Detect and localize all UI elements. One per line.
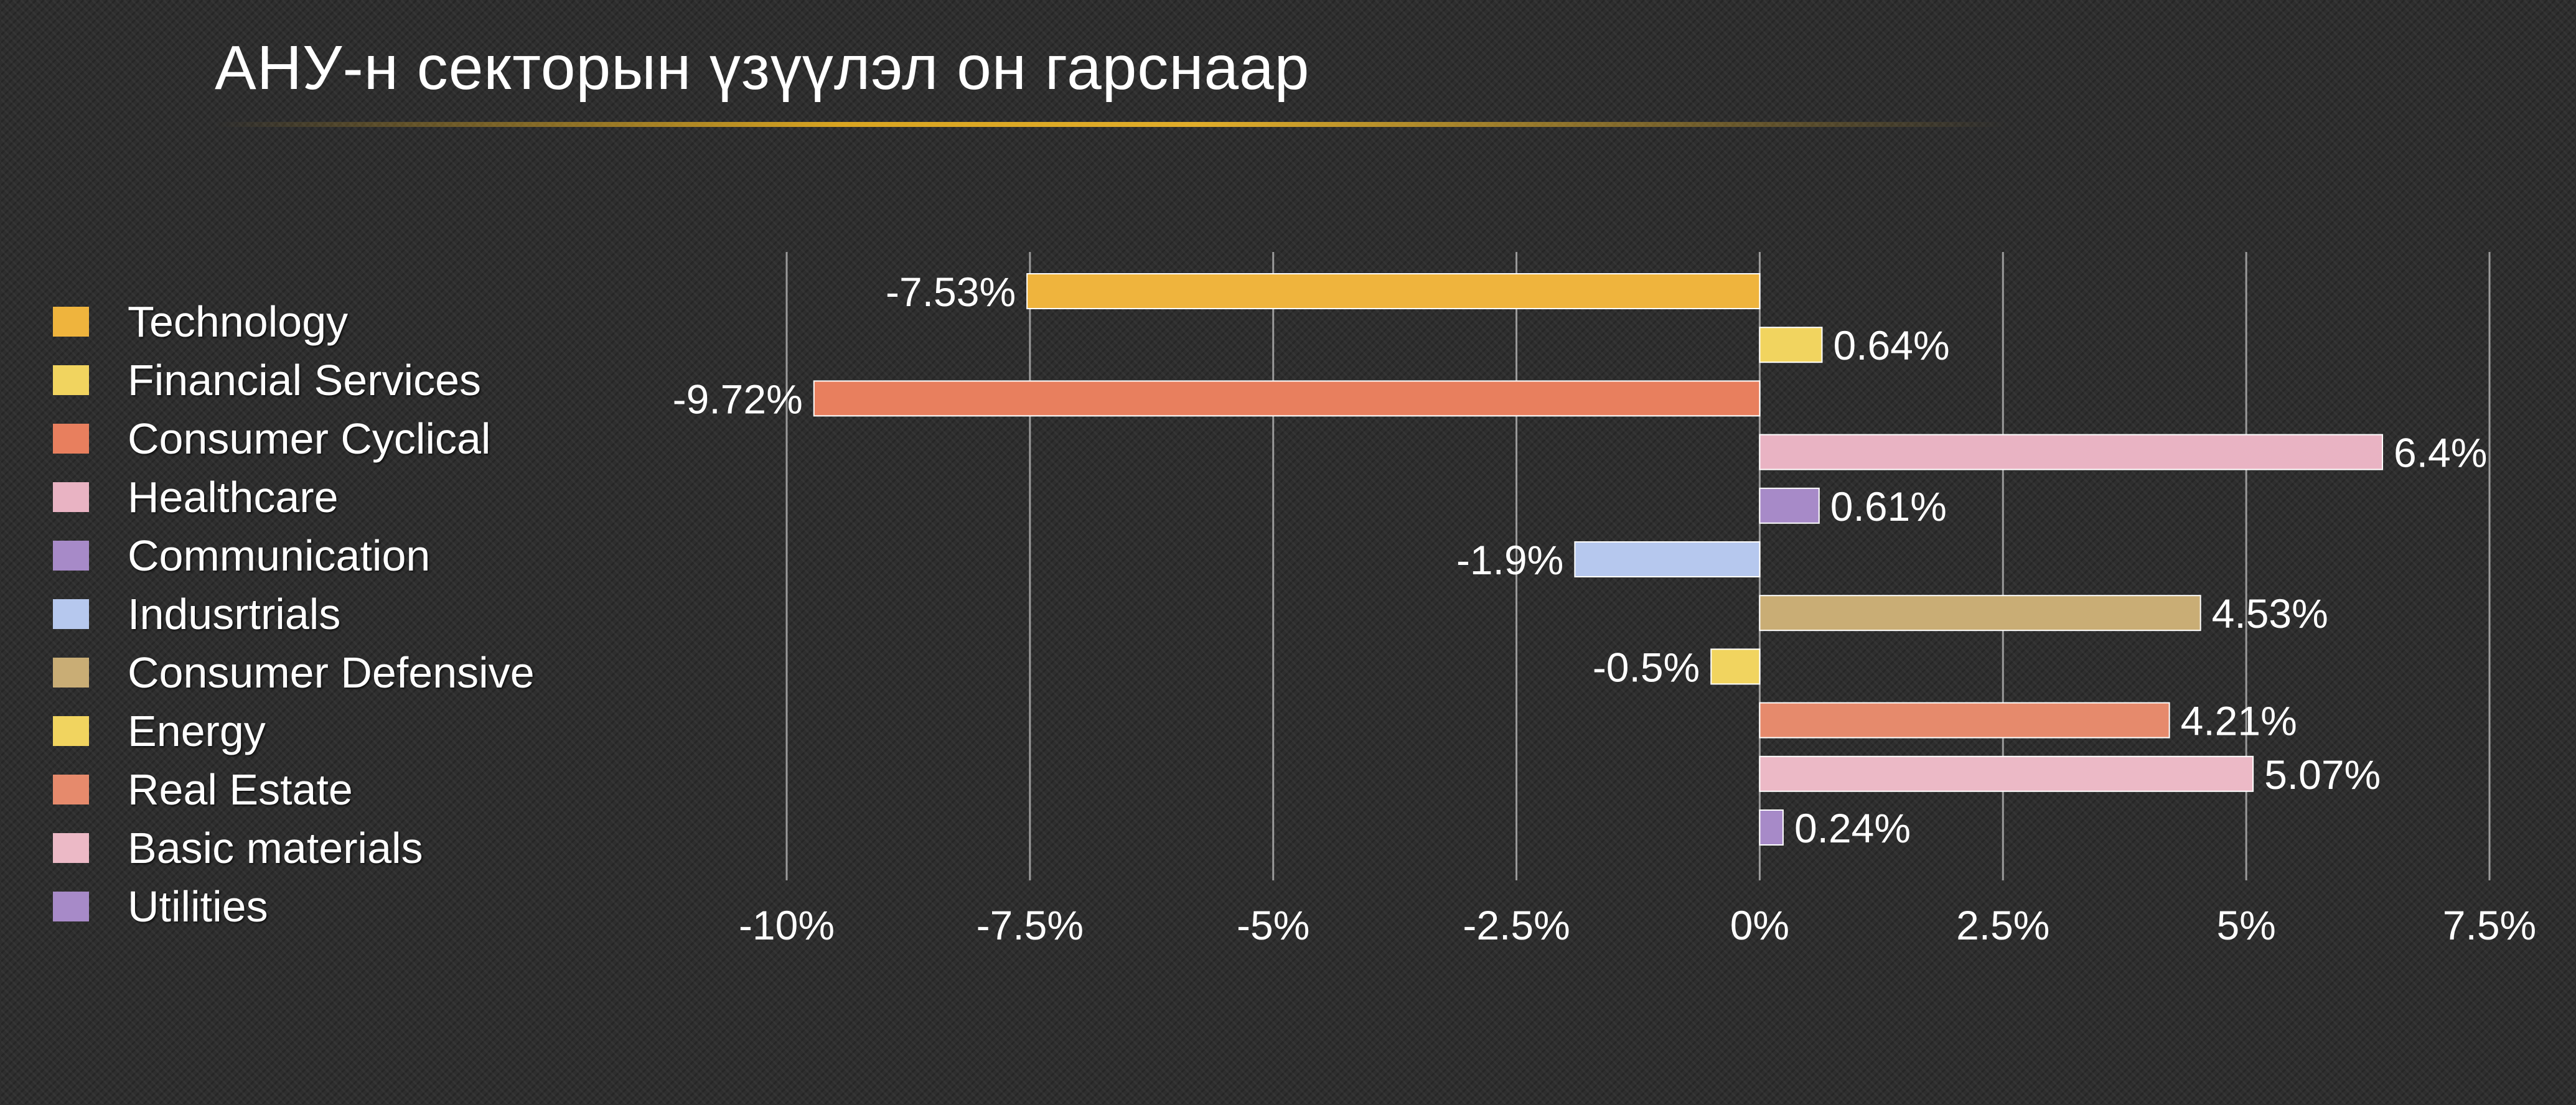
- legend-item: Communication: [53, 526, 535, 585]
- legend-label: Energy: [128, 707, 266, 755]
- legend-swatch: [53, 833, 89, 863]
- data-label: 0.61%: [1830, 483, 1947, 529]
- bar: [1759, 487, 1820, 524]
- data-label: 4.53%: [2212, 590, 2328, 636]
- legend-swatch: [53, 716, 89, 746]
- x-tick-label: -5%: [1237, 902, 1309, 948]
- bar: [1759, 809, 1784, 846]
- data-label: 0.64%: [1833, 322, 1949, 368]
- chart-legend: Technology Financial Services Consumer Cyc…: [53, 292, 535, 936]
- bar: [1759, 702, 2170, 739]
- bar: [1759, 434, 2384, 470]
- chart-title: АНУ-н секторын үзүүлэл он гарснаар: [215, 33, 1310, 103]
- x-tick-label: 7.5%: [2443, 902, 2536, 948]
- legend-swatch: [53, 482, 89, 512]
- legend-item: Consumer Cyclical: [53, 409, 535, 468]
- bar: [1759, 755, 2254, 792]
- data-label: 6.4%: [2394, 430, 2487, 476]
- legend-item: Healthcare: [53, 468, 535, 526]
- bar: [813, 380, 1761, 417]
- legend-item: Technology: [53, 292, 535, 351]
- legend-label: Communication: [128, 531, 431, 580]
- legend-label: Basic materials: [128, 824, 423, 872]
- legend-item: Utilities: [53, 877, 535, 936]
- data-label: -9.72%: [673, 376, 803, 422]
- legend-swatch: [53, 658, 89, 688]
- legend-label: Financial Services: [128, 356, 481, 404]
- data-label: -7.53%: [886, 269, 1016, 315]
- legend-item: Basic materials: [53, 819, 535, 877]
- data-label: 5.07%: [2264, 752, 2381, 798]
- legend-label: Indusrtrials: [128, 590, 341, 638]
- legend-label: Real Estate: [128, 765, 353, 814]
- data-label: -1.9%: [1456, 537, 1563, 583]
- legend-item: Real Estate: [53, 760, 535, 819]
- bar: [1710, 648, 1761, 685]
- title-underline: [215, 122, 2007, 127]
- legend-swatch: [53, 775, 89, 804]
- legend-item: Consumer Defensive: [53, 643, 535, 702]
- legend-swatch: [53, 307, 89, 337]
- legend-swatch: [53, 599, 89, 629]
- bar: [1574, 541, 1761, 577]
- legend-label: Consumer Defensive: [128, 648, 535, 697]
- legend-label: Utilities: [128, 882, 268, 931]
- data-label: 0.24%: [1794, 805, 1911, 851]
- x-tick-label: -2.5%: [1463, 902, 1570, 948]
- data-label: 4.21%: [2181, 698, 2297, 744]
- legend-swatch: [53, 365, 89, 395]
- legend-swatch: [53, 541, 89, 571]
- data-label: -0.5%: [1593, 644, 1700, 690]
- legend-label: Technology: [128, 297, 349, 346]
- x-tick-label: -10%: [739, 902, 835, 948]
- bar: [1026, 273, 1761, 309]
- legend-item: Energy: [53, 702, 535, 760]
- legend-swatch: [53, 892, 89, 921]
- legend-item: Indusrtrials: [53, 585, 535, 643]
- x-tick-label: 5%: [2216, 902, 2275, 948]
- bar: [1759, 327, 1823, 363]
- x-tick-label: 2.5%: [1956, 902, 2049, 948]
- legend-swatch: [53, 424, 89, 454]
- bar: [1759, 595, 2201, 632]
- x-tick-label: -7.5%: [977, 902, 1084, 948]
- legend-item: Financial Services: [53, 351, 535, 409]
- legend-label: Consumer Cyclical: [128, 414, 491, 463]
- legend-label: Healthcare: [128, 473, 339, 521]
- x-tick-label: 0%: [1730, 902, 1789, 948]
